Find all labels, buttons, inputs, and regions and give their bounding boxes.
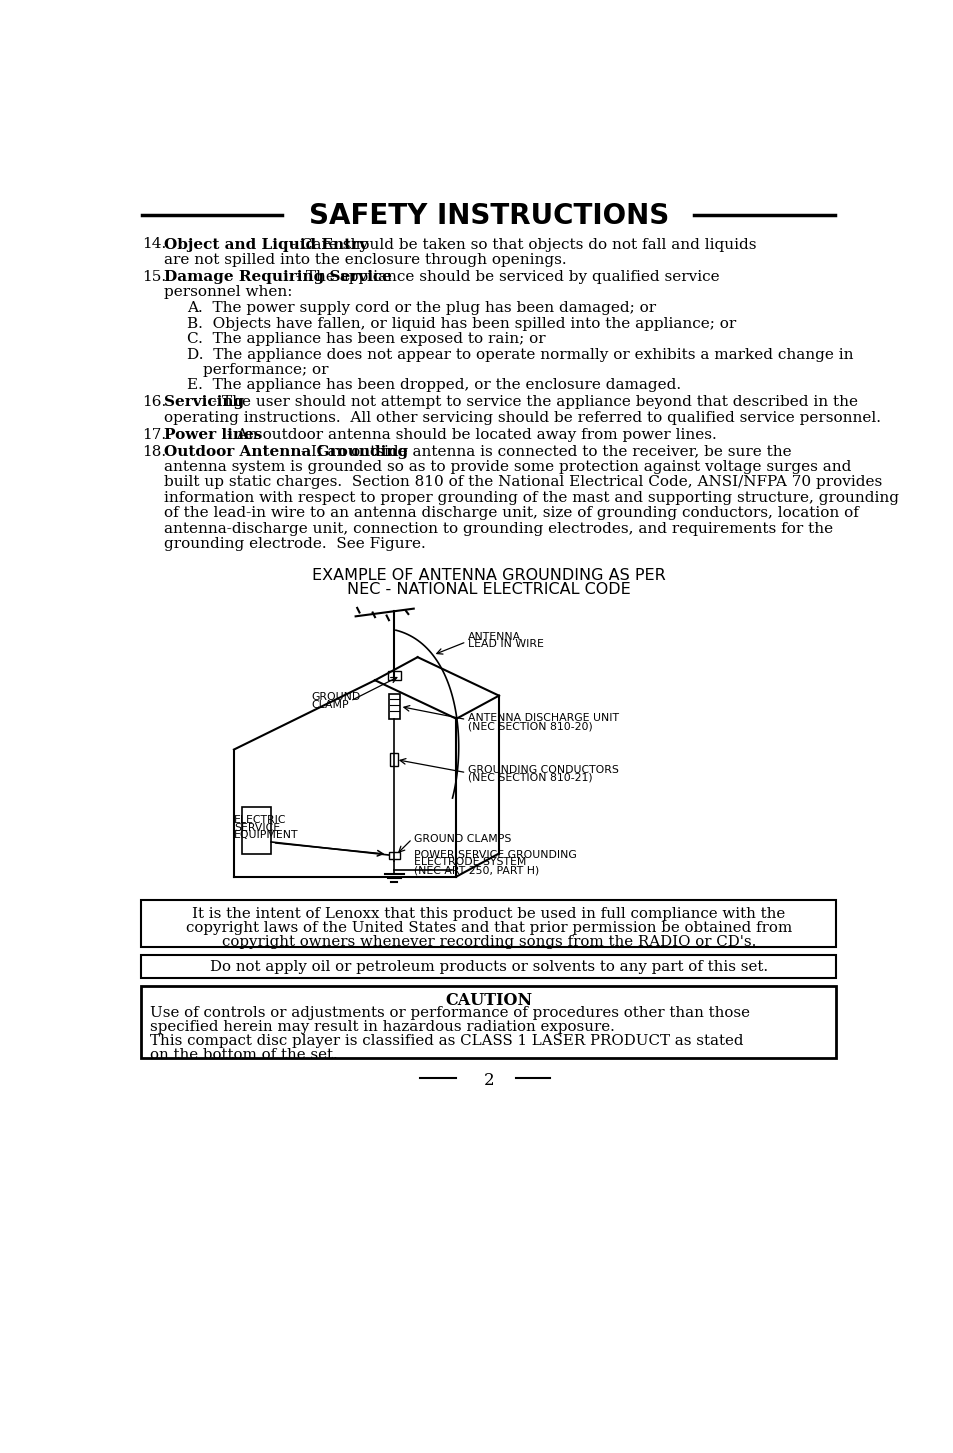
Text: Damage Requiring Service: Damage Requiring Service [164, 270, 392, 283]
Bar [389, 851, 399, 859]
Bar [389, 695, 399, 719]
Text: E.  The appliance has been dropped, or the enclosure damaged.: E. The appliance has been dropped, or th… [187, 378, 680, 392]
Text: Outdoor Antenna Grounding: Outdoor Antenna Grounding [164, 445, 408, 459]
Text: It is the intent of Lenoxx that this product be used in full compliance with the: It is the intent of Lenoxx that this pro… [193, 907, 784, 921]
Text: of the lead-in wire to an antenna discharge unit, size of grounding conductors, : of the lead-in wire to an antenna discha… [164, 506, 858, 520]
Text: 14.: 14. [142, 237, 167, 251]
Text: (NEC SECTION 810-21): (NEC SECTION 810-21) [468, 773, 592, 783]
Text: information with respect to proper grounding of the mast and supporting structur: information with respect to proper groun… [164, 491, 899, 504]
Text: Servicing: Servicing [164, 395, 244, 410]
Text: A.  The power supply cord or the plug has been damaged; or: A. The power supply cord or the plug has… [187, 301, 656, 315]
Text: EXAMPLE OF ANTENNA GROUNDING AS PER: EXAMPLE OF ANTENNA GROUNDING AS PER [312, 568, 665, 583]
Text: 15.: 15. [142, 270, 167, 283]
Text: ELECTRODE SYSTEM: ELECTRODE SYSTEM [414, 857, 525, 867]
Text: Do not apply oil or petroleum products or solvents to any part of this set.: Do not apply oil or petroleum products o… [210, 959, 767, 974]
Text: POWER SERVICE GROUNDING: POWER SERVICE GROUNDING [414, 850, 576, 860]
Text: GROUND CLAMPS: GROUND CLAMPS [414, 834, 511, 844]
Text: 16.: 16. [142, 395, 167, 410]
Text: Object and Liquid Entry: Object and Liquid Entry [164, 237, 368, 251]
Text: copyright owners whenever recording songs from the RADIO or CD's.: copyright owners whenever recording song… [221, 936, 756, 949]
Text: CAUTION: CAUTION [445, 992, 532, 1008]
Bar [241, 808, 271, 853]
Text: on the bottom of the set.: on the bottom of the set. [150, 1048, 337, 1062]
FancyBboxPatch shape [141, 955, 835, 978]
Text: - If an outside antenna is connected to the receiver, be sure the: - If an outside antenna is connected to … [296, 445, 791, 459]
Bar [390, 754, 397, 766]
Text: antenna system is grounded so as to provide some protection against voltage surg: antenna system is grounded so as to prov… [164, 461, 851, 474]
Text: (NEC ART 250, PART H): (NEC ART 250, PART H) [414, 865, 538, 875]
Text: GROUNDING CONDUCTORS: GROUNDING CONDUCTORS [468, 764, 618, 774]
Text: B.  Objects have fallen, or liquid has been spilled into the appliance; or: B. Objects have fallen, or liquid has be… [187, 317, 736, 331]
Text: 17.: 17. [142, 427, 167, 442]
Text: antenna-discharge unit, connection to grounding electrodes, and requirements for: antenna-discharge unit, connection to gr… [164, 522, 833, 536]
Text: ELECTRIC: ELECTRIC [233, 815, 286, 825]
Text: 2: 2 [483, 1072, 494, 1090]
Text: NEC - NATIONAL ELECTRICAL CODE: NEC - NATIONAL ELECTRICAL CODE [347, 583, 630, 597]
Text: - Care should be taken so that objects do not fall and liquids: - Care should be taken so that objects d… [286, 237, 756, 251]
Text: C.  The appliance has been exposed to rain; or: C. The appliance has been exposed to rai… [187, 333, 545, 346]
Text: Power lines: Power lines [164, 427, 262, 442]
Text: LEAD IN WIRE: LEAD IN WIRE [468, 639, 543, 649]
Text: SAFETY INSTRUCTIONS: SAFETY INSTRUCTIONS [309, 202, 668, 230]
Text: operating instructions.  All other servicing should be referred to qualified ser: operating instructions. All other servic… [164, 411, 881, 424]
Text: 18.: 18. [142, 445, 167, 459]
Text: are not spilled into the enclosure through openings.: are not spilled into the enclosure throu… [164, 253, 566, 267]
Text: EQUIPMENT: EQUIPMENT [233, 831, 298, 840]
Text: - The appliance should be serviced by qualified service: - The appliance should be serviced by qu… [291, 270, 719, 283]
Text: - An outdoor antenna should be located away from power lines.: - An outdoor antenna should be located a… [222, 427, 717, 442]
Text: (NEC SECTION 810-20): (NEC SECTION 810-20) [468, 721, 592, 731]
Text: grounding electrode.  See Figure.: grounding electrode. See Figure. [164, 538, 425, 551]
Text: ANTENNA: ANTENNA [468, 632, 520, 642]
Text: D.  The appliance does not appear to operate normally or exhibits a marked chang: D. The appliance does not appear to oper… [187, 347, 853, 362]
Text: SERVICE: SERVICE [233, 822, 280, 833]
Text: GROUND: GROUND [311, 692, 360, 702]
Text: built up static charges.  Section 810 of the National Electrical Code, ANSI/NFPA: built up static charges. Section 810 of … [164, 475, 882, 490]
Bar [388, 671, 400, 680]
Text: copyright laws of the United States and that prior permission be obtained from: copyright laws of the United States and … [186, 921, 791, 934]
Text: personnel when:: personnel when: [164, 285, 293, 299]
Text: performance; or: performance; or [203, 363, 328, 376]
Text: ANTENNA DISCHARGE UNIT: ANTENNA DISCHARGE UNIT [468, 713, 618, 724]
Text: This compact disc player is classified as CLASS 1 LASER PRODUCT as stated: This compact disc player is classified a… [150, 1033, 743, 1048]
FancyBboxPatch shape [141, 899, 835, 947]
Text: Use of controls or adjustments or performance of procedures other than those: Use of controls or adjustments or perfor… [150, 1005, 749, 1020]
Text: - The user should not attempt to service the appliance beyond that described in : - The user should not attempt to service… [212, 395, 857, 410]
Text: CLAMP: CLAMP [311, 699, 349, 709]
FancyBboxPatch shape [141, 987, 835, 1058]
Text: specified herein may result in hazardous radiation exposure.: specified herein may result in hazardous… [150, 1020, 615, 1035]
